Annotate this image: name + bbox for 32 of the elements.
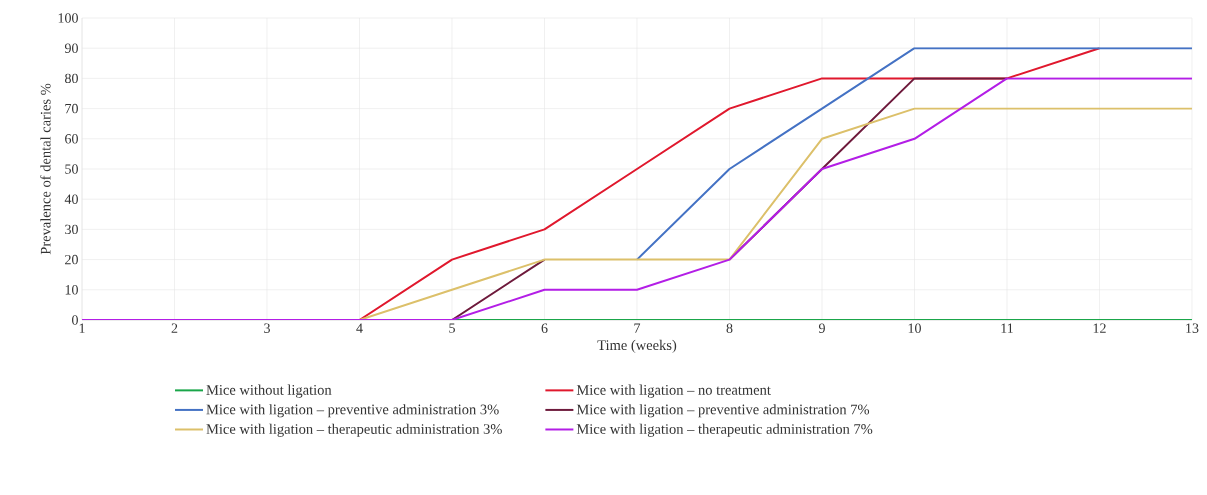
y-tick-label: 80 [65,73,78,84]
y-tick-label: 70 [65,103,78,114]
y-axis-title: Prevalence of dental caries % [40,83,51,255]
y-tick-label: 50 [65,164,78,174]
x-tick-label: 4 [356,323,363,333]
legend-label: Mice with ligation – therapeutic administration 3% [206,423,502,437]
x-tick-label: 8 [726,323,733,333]
y-tick-label: 60 [65,134,78,144]
y-tick-label: 0 [72,315,78,325]
x-tick-label: 12 [1093,323,1106,333]
y-tick-label: 40 [64,194,78,204]
y-tick-label: 100 [58,13,78,23]
y-tick-label: 30 [65,224,78,235]
legend-label: Mice with ligation – preventive administration 7% [576,404,870,418]
x-tick-label: 6 [541,323,548,333]
x-tick-label: 2 [171,323,178,333]
x-tick-label: 13 [1186,323,1199,333]
legend-label: Mice with ligation – no treatment [576,384,771,398]
y-tick-label: 90 [64,43,78,53]
x-tick-label: 9 [818,323,825,333]
y-tick-label: 10 [65,285,78,295]
x-tick-label: 5 [449,323,455,333]
x-tick-label: 3 [264,323,270,333]
legend-label: Mice with ligation – therapeutic administration 7% [576,423,873,437]
x-tick-label: 1 [79,323,85,333]
x-axis-title: Time (weeks) [597,339,677,353]
y-tick-label: 20 [65,254,78,265]
legend-label: Mice without ligation [206,384,332,398]
x-tick-label: 11 [1001,323,1013,333]
x-tick-label: 7 [634,323,641,333]
legend-label: Mice with ligation – preventive administration 3% [206,404,499,418]
x-tick-label: 10 [908,323,921,333]
